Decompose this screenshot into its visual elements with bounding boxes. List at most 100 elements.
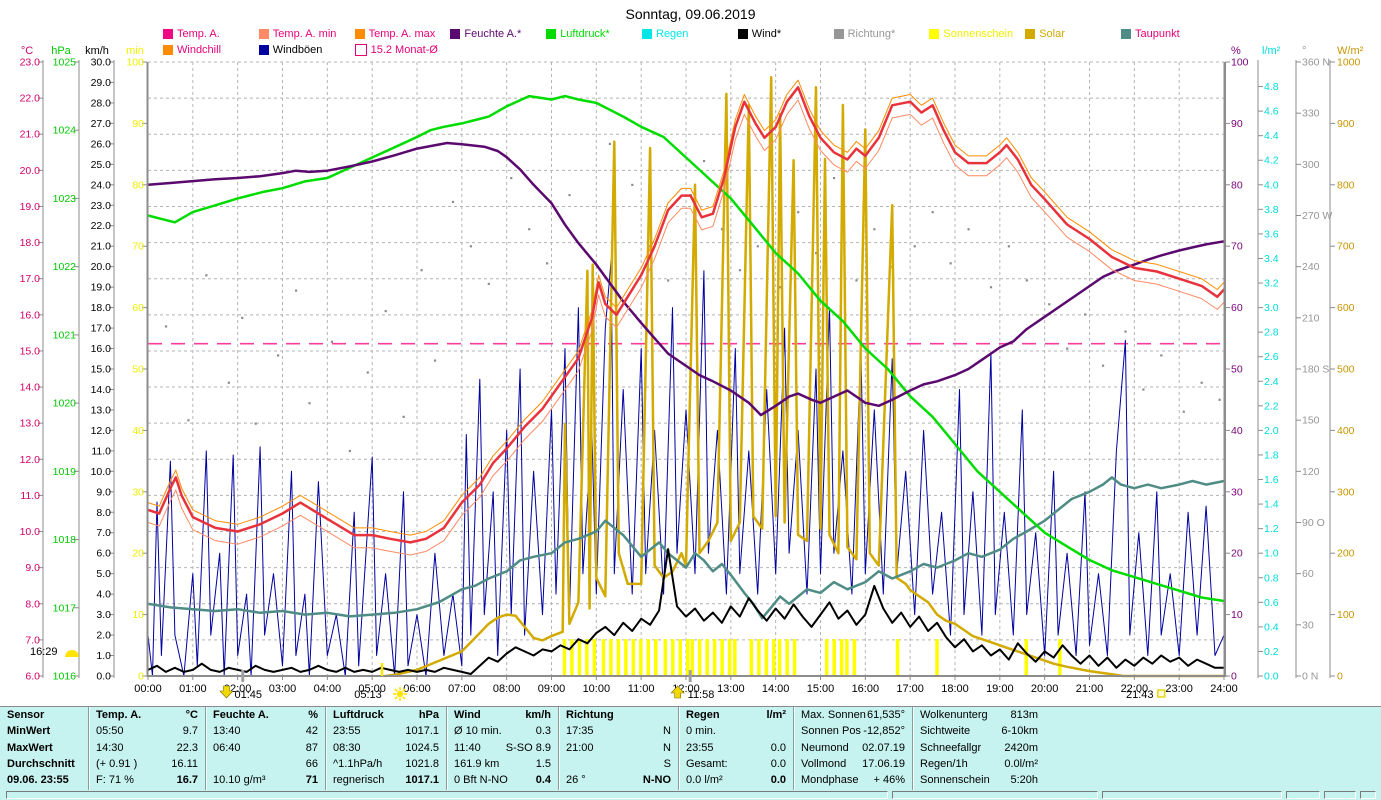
sunshine-bar <box>727 639 732 675</box>
axis-tick-label: 19.0 <box>91 282 112 294</box>
legend-swatch-icon <box>546 29 557 39</box>
axis-tick-label: 60 <box>132 302 144 314</box>
legend-label: Windchill <box>177 44 222 56</box>
sunshine-bar <box>690 639 694 675</box>
axis-tick-label: 2.0 <box>96 630 111 642</box>
table-row: 66 <box>206 756 325 772</box>
axis-tick-label: 3.4 <box>1264 253 1279 265</box>
legend-item-15-2-monat-: 15.2 Monat-Ø <box>354 44 438 56</box>
table-row: MinWert <box>0 723 88 739</box>
table-row: 14:30 22.3 <box>89 740 205 756</box>
sun-horizon-icon <box>64 650 79 657</box>
axis-tick-label: 8.0 <box>25 598 40 610</box>
axis-tick-label: 10.0 <box>91 466 112 478</box>
axis-tick-label: 21:43 <box>1126 689 1154 701</box>
wind-direction-dot <box>1101 364 1105 367</box>
axis-tick-label: 03:00 <box>269 683 297 695</box>
moonrise-axis-tick <box>688 670 692 682</box>
wind-direction-dot <box>469 245 472 248</box>
table-cell-value: 1024.5 <box>405 741 439 754</box>
table-cell-label: 0 Bft N-NO <box>454 774 508 787</box>
legend-item-taupunkt: Taupunkt <box>1121 28 1180 40</box>
axis-tick-label: 30 <box>1231 486 1243 498</box>
axis-tick-label: 70 <box>132 241 144 253</box>
axis-tick-label: 4.0 <box>1264 179 1279 191</box>
series-solar <box>384 76 1226 678</box>
legend-label: Taupunkt <box>1135 28 1180 40</box>
axis-tick-label: 900 <box>1337 118 1355 130</box>
axis-tick-label: 20 <box>1231 548 1243 560</box>
legend-item-feuchte-a-: Feuchte A.* <box>450 28 521 40</box>
table-cell-label: Sensor <box>7 709 45 722</box>
wind-direction-dot <box>1066 347 1069 350</box>
axis-tick-label: 1016 <box>53 671 77 683</box>
axis-tick-label: 10 <box>132 609 144 621</box>
sunshine-bar <box>639 639 643 675</box>
axis-tick-label: 3.0 <box>1264 302 1279 314</box>
axis-tick-label: 40 <box>132 425 144 437</box>
table-row: Durchschnitt <box>0 756 88 772</box>
wind-direction-dot <box>1218 398 1221 401</box>
wind-direction-dot <box>873 228 876 231</box>
table-row: 26 ° N-NO <box>559 772 678 788</box>
legend-item-solar: Solar <box>1025 28 1065 40</box>
wind-direction-dot <box>779 286 782 289</box>
wind-direction-dot <box>205 274 208 277</box>
wind-direction-dot <box>384 310 387 313</box>
table-cell-label: Schneefallgr <box>920 741 982 754</box>
sunshine-bar <box>562 639 567 675</box>
table-cell-label: 08:30 <box>333 741 361 754</box>
axis-tick-label: % <box>1231 45 1241 57</box>
axis-tick-label: 22.0 <box>20 93 41 105</box>
wind-direction-dot <box>528 228 531 231</box>
axis-tick-label: 10 <box>1231 609 1243 621</box>
axis-tick-label: 1017 <box>53 602 77 614</box>
table-cell-value: 1017.1 <box>405 774 439 787</box>
status-panel <box>892 791 1098 799</box>
axis-tick-label: 0.0 <box>1264 671 1279 683</box>
legend-label: Luftdruck* <box>560 28 610 40</box>
sunshine-bar <box>712 639 717 675</box>
series-temp <box>146 86 1226 544</box>
axis-tick-label: °C <box>21 45 33 57</box>
wind-direction-dot <box>855 279 858 282</box>
sunshine-bar <box>839 639 844 675</box>
axis-tick-label: 30 <box>1302 619 1314 631</box>
axis-tick-label: 70 <box>1231 241 1243 253</box>
moonset-axis-tick <box>241 670 245 682</box>
table-row: Sensor <box>0 707 88 723</box>
axis-tick-label: 3.6 <box>1264 228 1279 240</box>
axis-tick-label: 90 O <box>1302 517 1325 529</box>
wind-direction-dot <box>420 269 423 272</box>
sunshine-bar <box>663 639 668 675</box>
table-row: Ø 10 min. 0.3 <box>447 723 558 739</box>
series-windboeen <box>147 260 1225 677</box>
table-row: 06:40 87 <box>206 740 325 756</box>
table-row: 0.0 l/m² 0.0 <box>679 772 793 788</box>
weather-chart: 23.0 22.0 21.0 20.0 19.0 18.0 17.0 16.0 15.0 14.0… <box>20 45 1364 701</box>
axis-tick-label: 29.0 <box>91 77 112 89</box>
wind-direction-dot <box>989 286 993 289</box>
legend-label: Temp. A. <box>177 28 220 40</box>
wind-direction-dot <box>667 279 670 282</box>
legend-item-sonnenschein: Sonnenschein <box>929 28 1013 40</box>
table-cell-label: MinWert <box>7 725 51 738</box>
axis-tick-label: 0.6 <box>1264 597 1279 609</box>
legend-swatch-icon <box>737 29 748 39</box>
axis-tick-label: 30 <box>132 486 144 498</box>
legend-swatch-icon <box>163 29 173 39</box>
axis-tick-label: 11.0 <box>20 490 40 502</box>
table-cell-label: regnerisch <box>333 774 385 787</box>
table-cell-value: 1017.1 <box>405 725 439 738</box>
axis-tick-label: ° <box>1302 45 1306 57</box>
axis-tick-label: 8.0 <box>96 507 111 519</box>
sunshine-bar <box>772 639 776 675</box>
table-row: 23:55 0.0 <box>679 740 793 756</box>
axis-tick-label: 800 <box>1337 179 1355 191</box>
legend-label: Temp. A. max <box>368 28 436 40</box>
axis-tick-label: 17.0 <box>91 323 112 335</box>
sunshine-bar <box>577 639 582 675</box>
axis-tick-label: 06:00 <box>403 683 431 695</box>
axis-tick-label: 1.2 <box>1264 523 1279 535</box>
axis-tick-label: 23.0 <box>91 200 112 212</box>
